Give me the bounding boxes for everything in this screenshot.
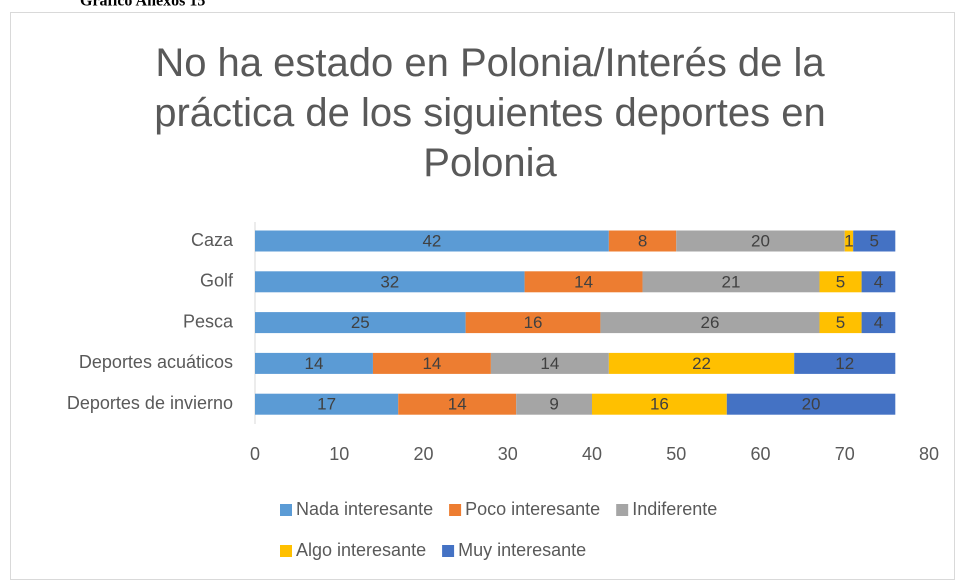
data-label: 21 (722, 272, 741, 291)
bar-segment (861, 271, 896, 293)
data-label: 14 (448, 395, 467, 414)
x-tick-label: 70 (835, 444, 855, 464)
chart-border (10, 12, 955, 580)
data-label: 14 (574, 272, 593, 291)
caption: Gráfico Anexos 15 (80, 0, 205, 10)
bar-segment (819, 312, 862, 334)
bar-segment (490, 352, 609, 374)
data-label: 16 (650, 395, 669, 414)
bar-segment (372, 352, 491, 374)
legend-swatch (442, 545, 455, 557)
bar-segment (608, 230, 677, 252)
data-label: 25 (351, 313, 370, 332)
x-tick-label: 50 (666, 444, 686, 464)
x-tick-label: 80 (919, 444, 939, 464)
legend-label: Poco interesante (465, 499, 600, 519)
category-label: Golf (200, 271, 234, 291)
bar-segment (255, 271, 525, 293)
legend-swatch (280, 545, 292, 557)
bar-segment (465, 312, 601, 334)
bar-segment (398, 393, 517, 415)
legend-label: Nada interesante (296, 499, 433, 519)
data-label: 32 (380, 272, 399, 291)
bar-segment (255, 393, 399, 415)
data-label: 4 (874, 313, 883, 332)
x-tick-label: 20 (413, 444, 433, 464)
category-label: Deportes de invierno (67, 393, 233, 413)
data-label: 42 (422, 231, 441, 250)
bar-segment (516, 393, 592, 415)
legend-label: Muy interesante (458, 540, 586, 560)
data-label: 20 (751, 231, 770, 250)
bar-segment (524, 271, 643, 293)
x-tick-label: 0 (250, 444, 260, 464)
data-label: 14 (422, 354, 441, 373)
x-tick-label: 40 (582, 444, 602, 464)
data-label: 1 (844, 231, 853, 250)
bar-segment (726, 393, 896, 415)
data-label: 22 (692, 354, 711, 373)
data-label: 14 (540, 354, 559, 373)
x-tick-label: 60 (750, 444, 770, 464)
data-label: 16 (524, 313, 543, 332)
chart-title: No ha estado en Polonia/Interés de la pr… (154, 41, 826, 185)
category-label: Caza (191, 230, 234, 250)
legend-swatch (616, 504, 629, 516)
legend-label: Algo interesante (296, 540, 426, 560)
data-label: 5 (836, 313, 845, 332)
bar-segment (608, 352, 795, 374)
bar-segment (255, 230, 609, 252)
bar-segment (794, 352, 896, 374)
data-label: 14 (305, 354, 324, 373)
data-label: 17 (317, 395, 336, 414)
bar-segment (255, 312, 466, 334)
legend-swatch (449, 504, 462, 516)
bar-segment (676, 230, 845, 252)
legend-swatch (280, 504, 292, 516)
bar-segment (642, 271, 820, 293)
category-label: Pesca (183, 311, 234, 331)
data-label: 5 (870, 231, 879, 250)
bar-segment (861, 312, 896, 334)
data-label: 26 (700, 313, 719, 332)
bar-segment (853, 230, 896, 252)
x-tick-label: 10 (329, 444, 349, 464)
data-label: 20 (802, 395, 821, 414)
data-label: 8 (638, 231, 647, 250)
x-tick-label: 30 (498, 444, 518, 464)
bar-segment (255, 352, 373, 374)
bar-segment (600, 312, 820, 334)
bar-segment (592, 393, 727, 415)
bar-segment (844, 230, 854, 252)
legend-label: Indiferente (632, 499, 717, 519)
data-label: 9 (549, 395, 558, 414)
data-label: 5 (836, 272, 845, 291)
data-label: 4 (874, 272, 883, 291)
data-label: 12 (835, 354, 854, 373)
category-label: Deportes acuáticos (79, 352, 233, 372)
bar-segment (819, 271, 862, 293)
